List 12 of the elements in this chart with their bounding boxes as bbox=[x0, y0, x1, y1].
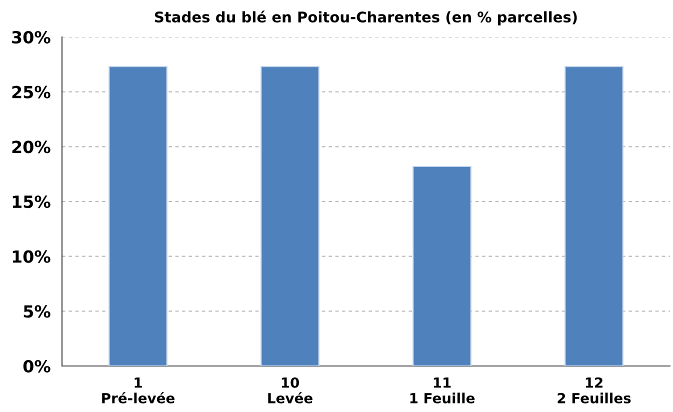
y-tick-label: 10% bbox=[12, 250, 50, 263]
y-tick-label: 0% bbox=[23, 360, 50, 373]
x-tick-label: 11 1 Feuille bbox=[410, 378, 475, 404]
y-tick-label: 5% bbox=[24, 305, 50, 318]
chart-title: Stades du blé en Poitou-Charentes (en % parcelles) bbox=[154, 10, 577, 26]
y-tick-label: 20% bbox=[12, 140, 50, 154]
x-tick-label: 10 Levée bbox=[268, 377, 312, 404]
x-tick-label: 12 2 Feuilles bbox=[558, 377, 631, 404]
y-tick-label: 15% bbox=[12, 195, 50, 208]
x-tick-label: 1 Pré-levée bbox=[102, 378, 174, 404]
y-tick-label: 30% bbox=[12, 30, 50, 44]
y-tick-label: 25% bbox=[12, 86, 50, 98]
